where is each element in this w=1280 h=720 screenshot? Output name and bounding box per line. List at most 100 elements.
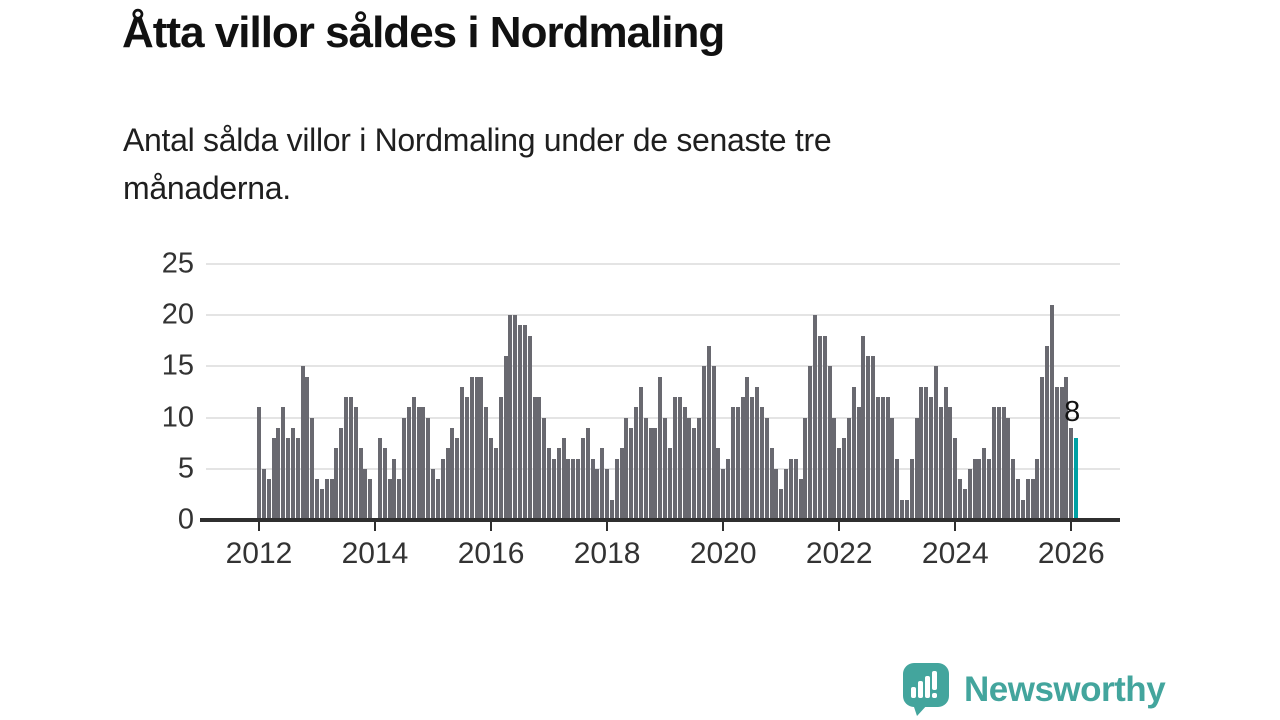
bar	[406, 407, 411, 520]
x-axis-tick-label: 2016	[457, 537, 525, 570]
bar	[469, 376, 474, 520]
gridline	[206, 416, 1120, 419]
bar	[1064, 376, 1069, 520]
y-axis-tick-label: 10	[161, 401, 194, 434]
bar	[755, 386, 760, 520]
bar	[996, 407, 1001, 520]
bar	[271, 438, 276, 520]
bar	[788, 458, 793, 520]
bar	[890, 417, 895, 520]
bar	[522, 325, 527, 520]
plot-area: 8	[200, 263, 1120, 520]
bar	[624, 417, 629, 520]
bar	[750, 397, 755, 520]
bar	[547, 448, 552, 520]
bar	[571, 458, 576, 520]
bar	[764, 417, 769, 520]
bar	[784, 468, 789, 520]
highlighted-latest-bar	[1074, 438, 1079, 520]
bar	[861, 335, 866, 520]
bar	[837, 448, 842, 520]
bar	[382, 448, 387, 520]
bar	[1045, 345, 1050, 520]
bar	[489, 438, 494, 520]
newsworthy-chart-bubble-icon	[903, 663, 949, 716]
bar	[344, 397, 349, 520]
bar	[619, 448, 624, 520]
bar	[909, 458, 914, 520]
bar	[609, 499, 614, 520]
bar	[464, 397, 469, 520]
bar	[735, 407, 740, 520]
y-axis-tick-label: 25	[161, 247, 194, 280]
x-axis-tick	[490, 522, 493, 531]
bar	[798, 479, 803, 520]
bar	[590, 458, 595, 520]
x-axis-tick	[1070, 522, 1073, 531]
x-axis-tick	[258, 522, 260, 531]
bar	[319, 489, 324, 520]
bar	[638, 386, 643, 520]
bar	[663, 417, 668, 520]
bar	[527, 335, 532, 520]
bar	[508, 315, 513, 520]
bar	[334, 448, 339, 520]
bar	[977, 458, 982, 520]
bar	[460, 386, 465, 520]
bar	[875, 397, 880, 520]
bar	[315, 479, 320, 520]
x-axis-tick-label: 2026	[1037, 537, 1105, 570]
bar	[672, 397, 677, 520]
x-axis-tick	[606, 522, 609, 531]
bar	[377, 438, 382, 520]
bar	[1001, 407, 1006, 520]
chart-subtitle: Antal sålda villor i Nordmaling under de…	[123, 122, 832, 206]
bar	[1040, 376, 1045, 520]
y-axis-tick-label: 15	[161, 349, 194, 382]
y-axis-tick-label: 20	[161, 298, 194, 331]
y-axis-tick-label: 5	[177, 452, 194, 485]
bar	[440, 458, 445, 520]
bar	[803, 417, 808, 520]
bar	[1011, 458, 1016, 520]
bar	[518, 325, 523, 520]
bar	[745, 376, 750, 520]
bar	[740, 397, 745, 520]
bar	[866, 356, 871, 520]
bar	[474, 376, 479, 520]
x-axis-tick	[954, 522, 957, 531]
bar	[295, 438, 300, 520]
bar	[580, 438, 585, 520]
bar	[924, 386, 929, 520]
bar	[856, 407, 861, 520]
bar	[551, 458, 556, 520]
x-axis-tick	[722, 522, 725, 531]
bar	[919, 386, 924, 520]
bar	[938, 407, 943, 520]
bar	[392, 458, 397, 520]
bar	[769, 448, 774, 520]
bar	[808, 366, 813, 520]
bar	[503, 356, 508, 520]
bar	[726, 458, 731, 520]
bar	[1054, 386, 1059, 520]
gridline	[206, 365, 1120, 368]
bar	[880, 397, 885, 520]
bar	[948, 407, 953, 520]
bar	[1030, 479, 1035, 520]
bar	[871, 356, 876, 520]
gridline	[206, 263, 1120, 265]
bar	[774, 468, 779, 520]
bar	[266, 479, 271, 520]
bar	[329, 479, 334, 520]
bar	[281, 407, 286, 520]
bar	[711, 366, 716, 520]
bar	[595, 468, 600, 520]
bar	[537, 397, 542, 520]
bar	[701, 366, 706, 520]
bar	[851, 386, 856, 520]
bar	[368, 479, 373, 520]
bar	[614, 458, 619, 520]
bar	[721, 468, 726, 520]
